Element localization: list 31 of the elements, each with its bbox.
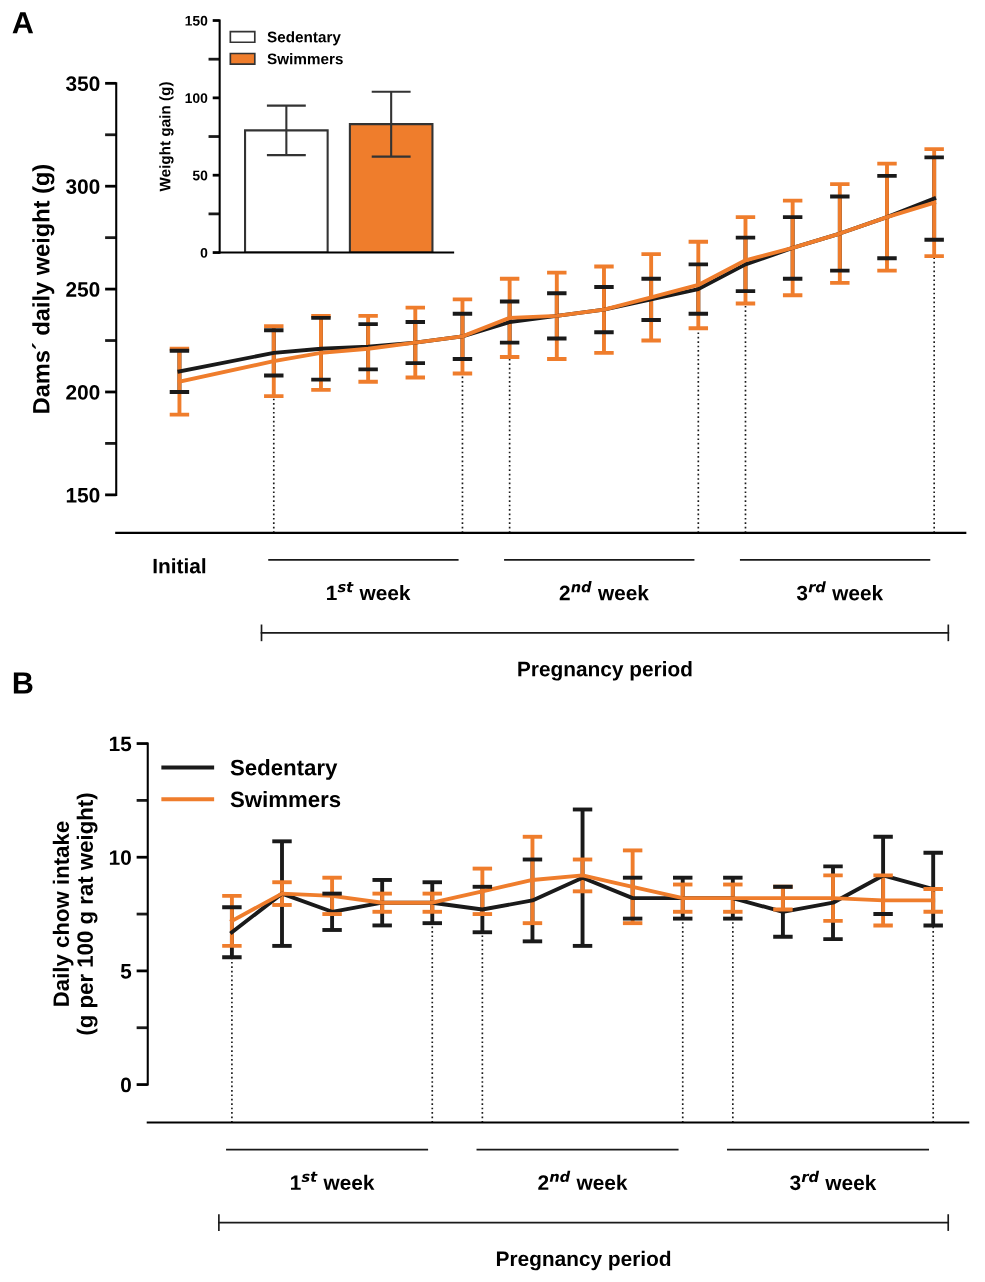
y-tick-label: 150 [185,15,208,26]
y-tick-label: 10 [109,850,131,865]
text: 2$^{nd}$ week [538,1170,628,1191]
y-axis-title: Daily chow intake (g per 100 g rat weight) [52,793,98,1035]
text: 2$^{nd}$ week [559,581,649,601]
y-tick-label: 100 [185,93,208,104]
text: 1$^{st}$ week [291,1171,375,1191]
y-tick-label: 0 [200,247,208,258]
text: 3$^{rd}$ week [790,1170,877,1191]
legend-label: Swimmers [230,790,341,808]
y-tick-label: 15 [109,736,132,752]
text: 1$^{st}$ week [327,581,411,601]
y-tick-label: 250 [66,282,100,297]
legend-label: Sedentary [230,759,338,780]
legend-label: Swimmers [267,53,343,65]
y-tick-label: 300 [65,179,100,194]
y-tick-label: 50 [192,170,208,181]
y-tick-label: 350 [65,76,100,92]
chart-title: B [13,672,33,694]
y-tick-label: 5 [120,964,132,979]
y-tick-label: 150 [66,487,100,503]
x-axis-title: Pregnancy period [518,661,692,681]
legend-label: Sedentary [267,31,341,46]
chart-title: A [12,12,34,34]
text: 3$^{rd}$ week [796,581,884,601]
y-tick-label: 200 [66,384,100,400]
y-axis-title: Weight gain (g) [159,82,174,192]
y-axis-title: Dams´ daily weight (g) [32,164,55,413]
text: Initial [153,558,206,574]
y-tick-label: 0 [121,1077,131,1093]
x-axis-title: Pregnancy period [496,1250,671,1271]
